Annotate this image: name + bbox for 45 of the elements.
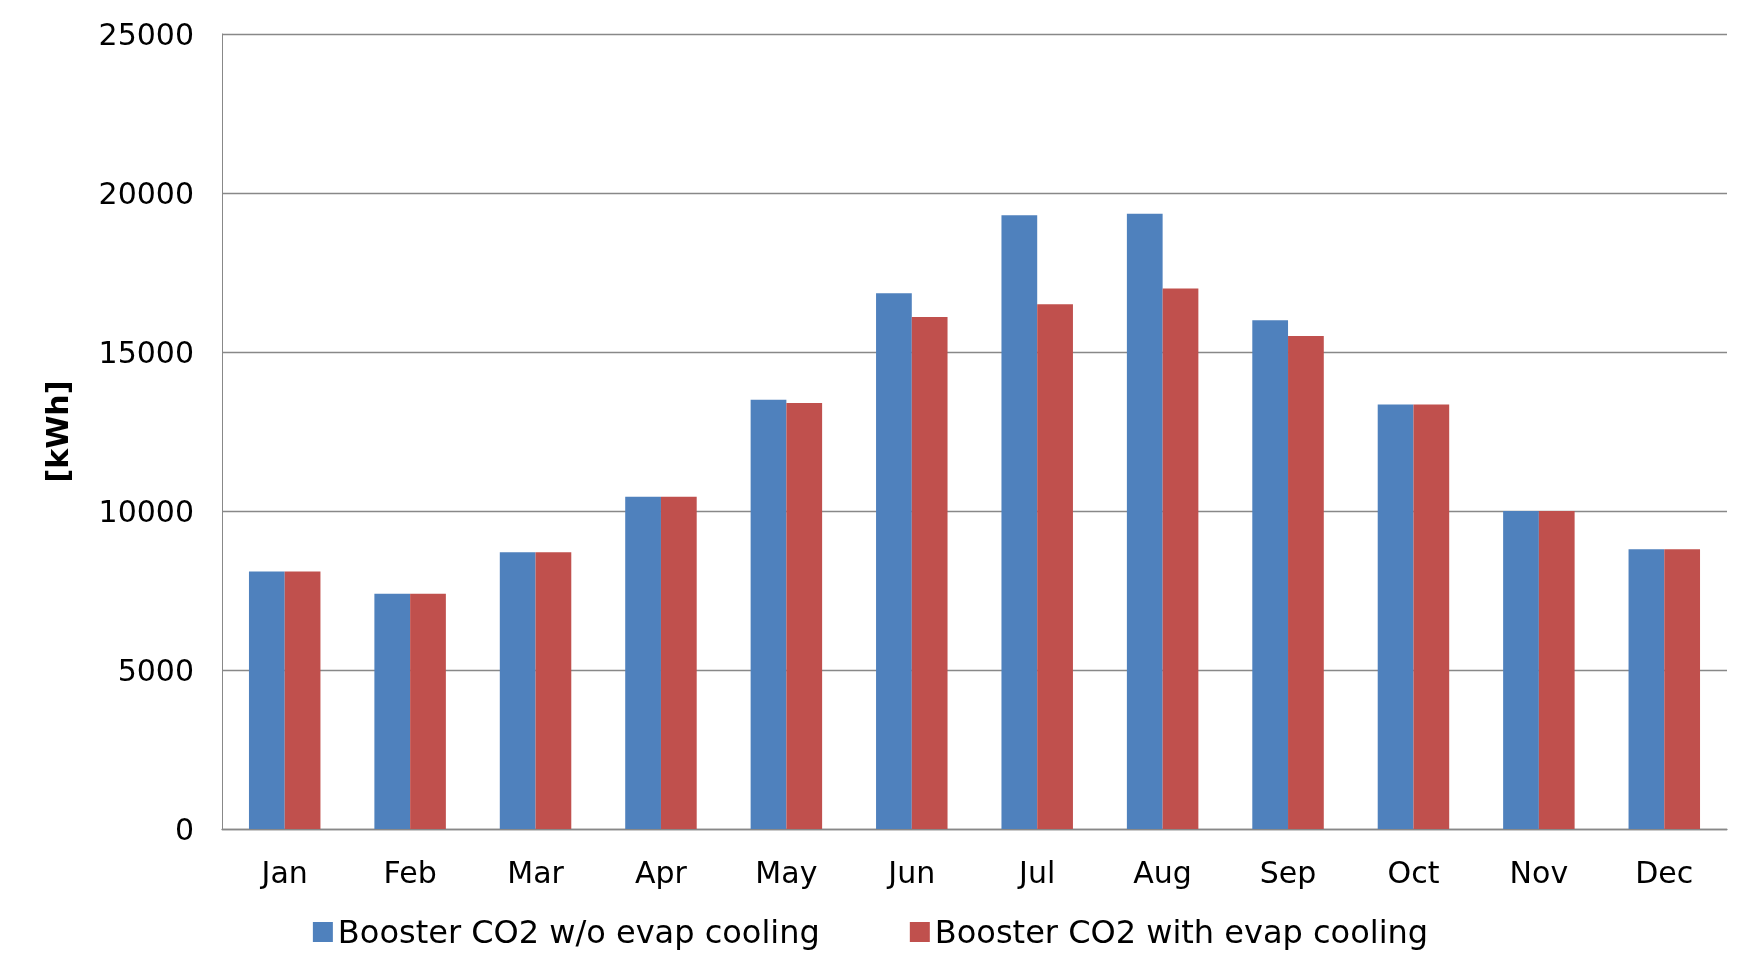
bar	[1538, 511, 1575, 829]
x-tick-label: Jun	[886, 854, 936, 890]
x-tick-label: Dec	[1635, 854, 1694, 890]
bar	[374, 593, 411, 829]
y-axis-title: [kWh]	[39, 380, 75, 483]
bar	[1503, 511, 1539, 829]
bar	[625, 496, 661, 829]
bar	[1664, 549, 1701, 829]
x-tick-label: May	[755, 854, 818, 890]
y-tick-label: 25000	[98, 16, 194, 52]
y-tick-label: 15000	[98, 334, 194, 370]
bar	[1037, 304, 1073, 829]
x-tick-label: Nov	[1509, 854, 1569, 890]
bar	[499, 552, 536, 829]
x-tick-label: Jul	[1017, 854, 1056, 890]
y-tick-label: 20000	[98, 175, 194, 211]
bar	[1413, 404, 1450, 829]
bar	[1288, 336, 1324, 829]
legend-label: Booster CO2 w/o evap cooling	[337, 913, 820, 951]
bar	[876, 293, 912, 829]
bar	[1162, 288, 1199, 829]
bar	[750, 399, 787, 829]
y-tick-label: 10000	[98, 493, 194, 529]
x-tick-label: Sep	[1259, 854, 1317, 890]
bar	[410, 593, 446, 829]
x-tick-label: Oct	[1387, 854, 1440, 890]
x-tick-label: Feb	[383, 854, 437, 890]
bar	[1252, 320, 1289, 829]
bar	[1377, 404, 1414, 829]
bar	[1628, 549, 1665, 829]
bar	[284, 571, 321, 829]
bar	[911, 317, 948, 829]
bar	[786, 402, 823, 829]
bar	[248, 571, 285, 829]
x-tick-label: Mar	[507, 854, 565, 890]
legend-label: Booster CO2 with evap cooling	[934, 913, 1429, 951]
bar	[1126, 213, 1163, 829]
bar	[660, 496, 697, 829]
x-tick-label: Aug	[1133, 854, 1192, 890]
y-tick-label: 5000	[117, 652, 194, 688]
x-tick-label: Apr	[635, 854, 688, 890]
x-tick-label: Jan	[259, 854, 308, 890]
bar	[535, 552, 572, 829]
y-tick-label: 0	[174, 811, 194, 847]
bar	[1001, 215, 1038, 829]
